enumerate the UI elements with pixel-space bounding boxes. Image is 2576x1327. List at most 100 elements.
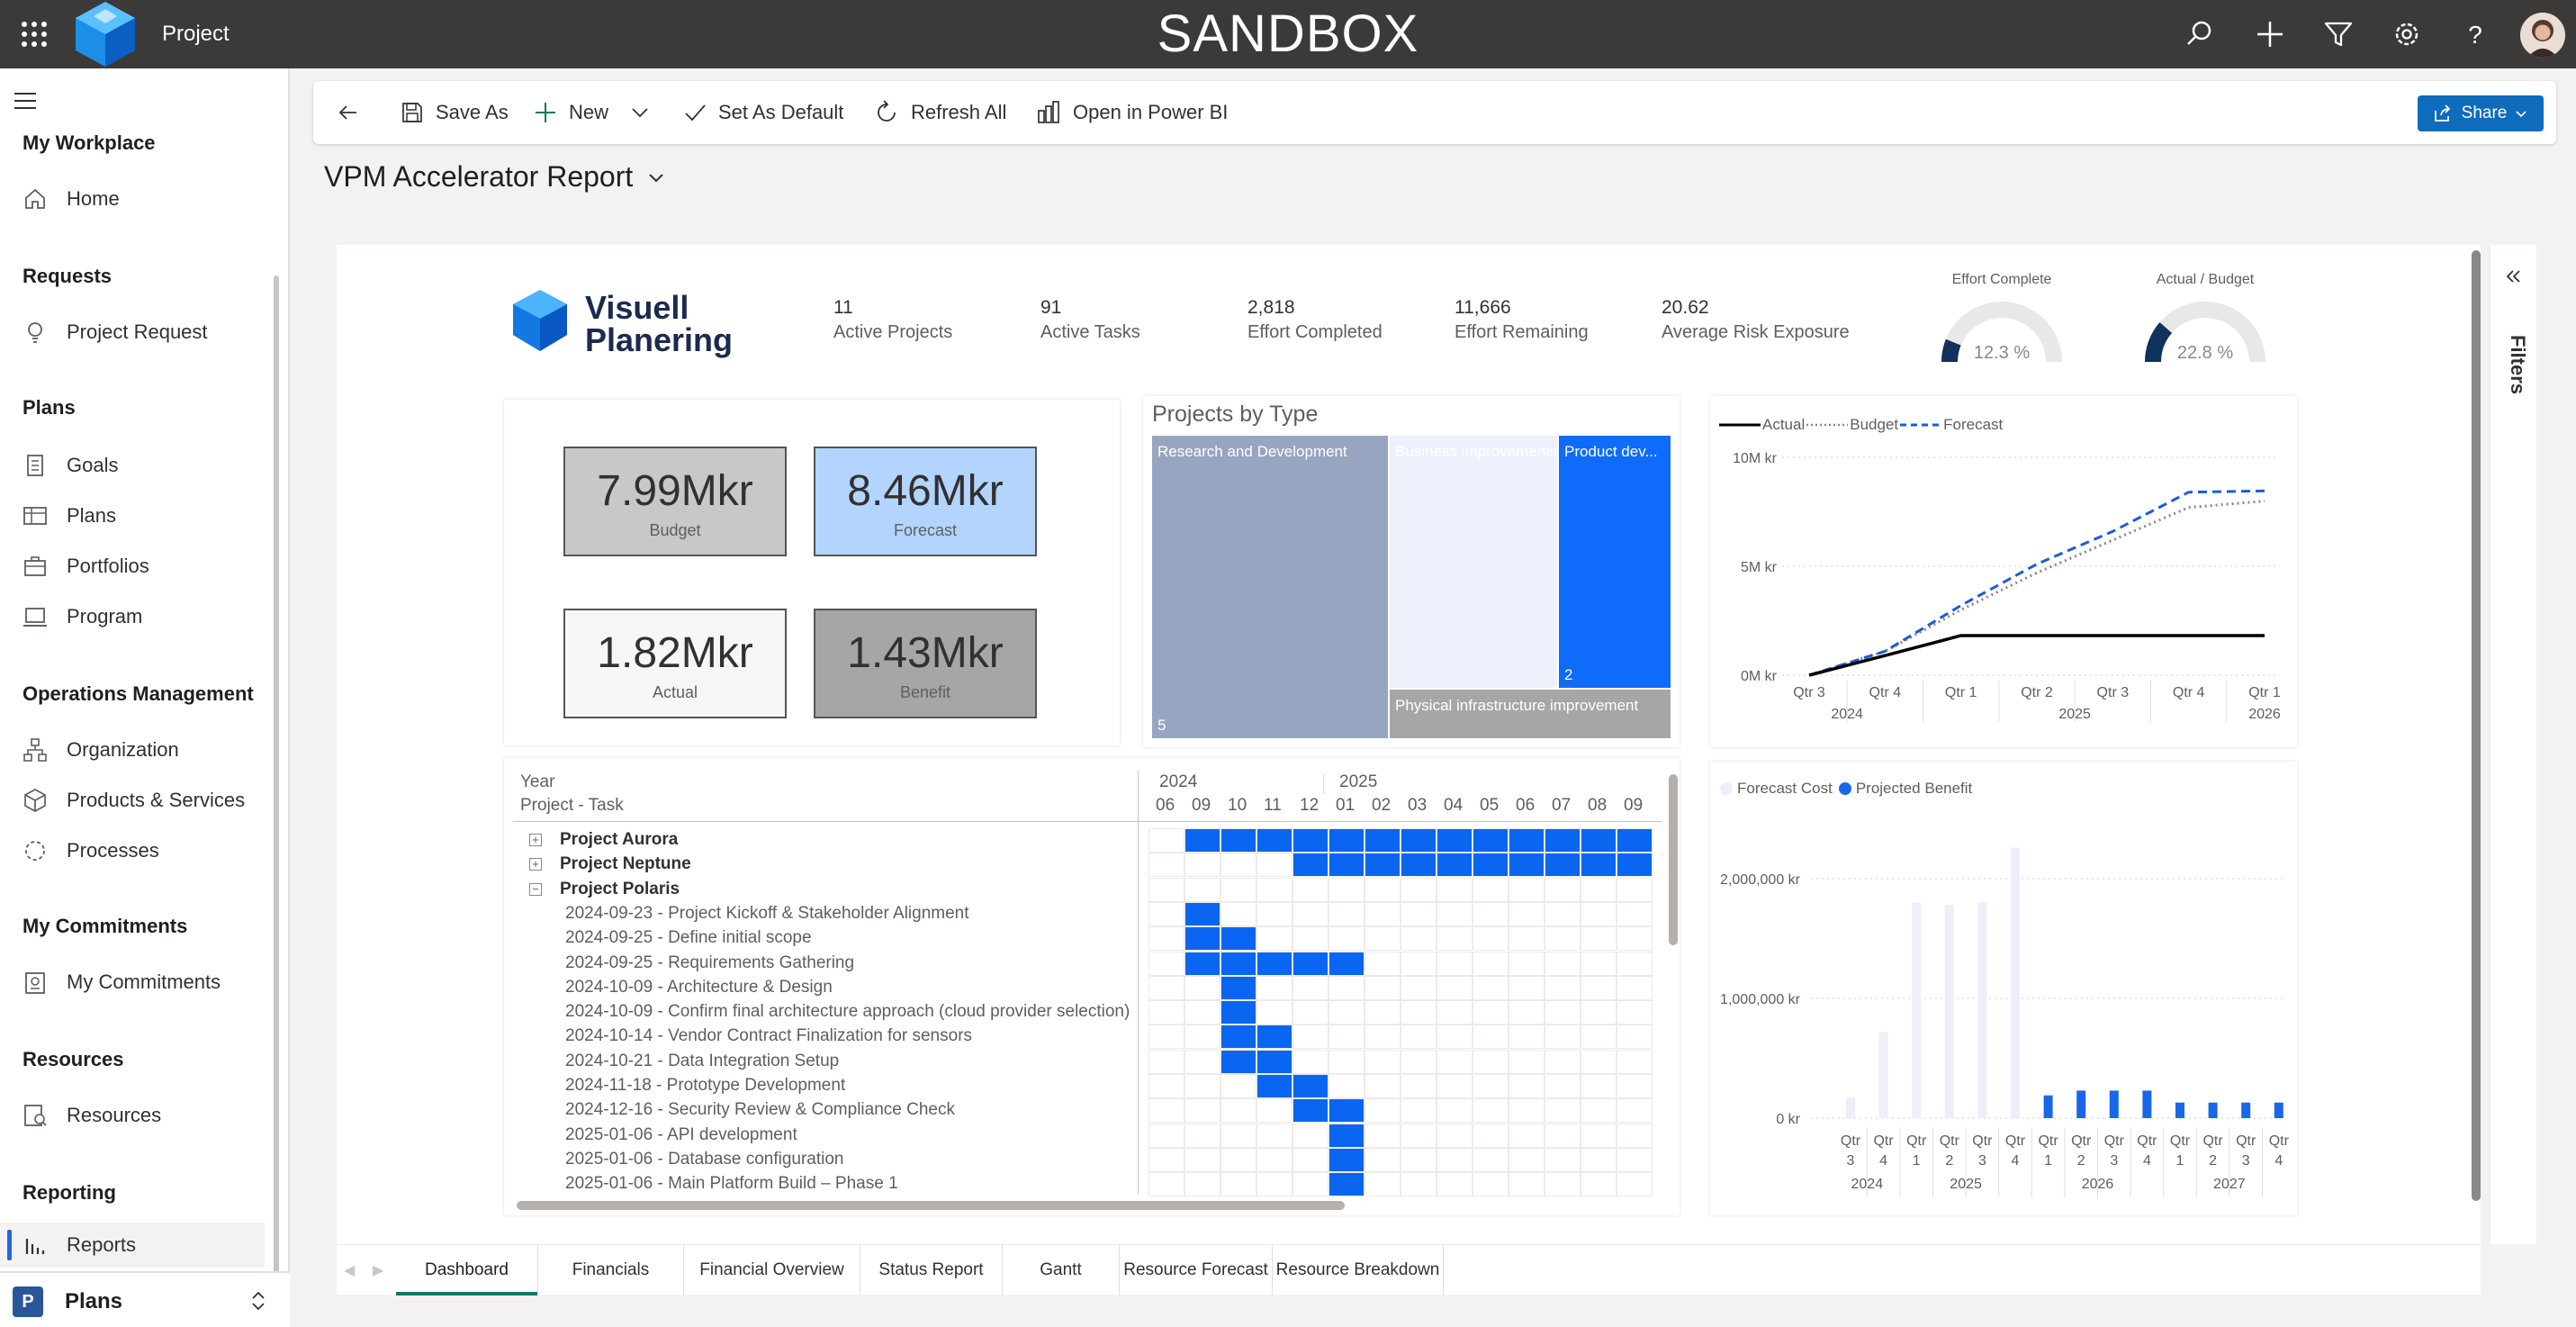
expand-icon[interactable]: + xyxy=(529,834,542,846)
gantt-vertical-scrollbar[interactable] xyxy=(1669,774,1678,945)
new-button[interactable]: New xyxy=(533,81,608,144)
collapse-double-chevron-icon[interactable] xyxy=(2501,265,2525,288)
app-title[interactable]: Project xyxy=(162,22,230,46)
benefit-card[interactable]: 1.43Mkr Benefit xyxy=(814,609,1037,718)
open-in-powerbi-button[interactable]: Open in Power BI xyxy=(1035,81,1228,144)
gantt-task-row[interactable]: 2024-09-23 - Project Kickoff & Stakehold… xyxy=(513,901,1660,926)
budget-label: Budget xyxy=(649,521,701,539)
gantt-project-row[interactable]: + Project Neptune xyxy=(513,853,1660,878)
tab-status-report[interactable]: Status Report xyxy=(860,1245,1003,1295)
gantt-bar-cell xyxy=(1545,853,1581,878)
user-avatar[interactable] xyxy=(2520,13,2565,58)
bar-chart[interactable]: 0 kr 1,000,000 kr 2,000,000 kr Qtr 3 Qtr 4 Qtr 1… xyxy=(1710,801,2297,1215)
report-title[interactable]: VPM Accelerator Report xyxy=(324,160,667,194)
filter-icon[interactable] xyxy=(2320,16,2356,52)
gantt-grid-cell xyxy=(1148,1049,1184,1074)
gantt-grid-cell xyxy=(1365,1025,1401,1050)
new-dropdown-button[interactable] xyxy=(626,81,664,144)
tab-dashboard[interactable]: Dashboard xyxy=(396,1245,538,1295)
tab-financials[interactable]: Financials xyxy=(538,1245,684,1295)
plus-icon[interactable] xyxy=(2252,16,2288,52)
gantt-grid-cell xyxy=(1437,1098,1473,1124)
settings-icon[interactable] xyxy=(2389,16,2425,52)
tab-prev-icon[interactable]: ◀ xyxy=(344,1263,356,1278)
gantt-row-label: 2025-01-06 - Database configuration xyxy=(565,1149,844,1169)
gantt-chart[interactable]: Year Project - Task 2024 2025 06 09 10 11 12 01 02… xyxy=(506,762,1678,1214)
gantt-grid-cell xyxy=(1509,1074,1545,1098)
tab-resource-forecast[interactable]: Resource Forecast xyxy=(1120,1245,1273,1295)
refresh-all-button[interactable]: Refresh All xyxy=(873,81,1006,144)
sidebar-item-program[interactable]: Program xyxy=(0,594,265,639)
collapse-icon[interactable]: − xyxy=(529,882,542,896)
gantt-task-row[interactable]: 2024-10-09 - Confirm final architecture … xyxy=(513,1000,1660,1025)
sidebar-item-my-commitments[interactable]: My Commitments xyxy=(0,960,265,1005)
gantt-task-row[interactable]: 2025-01-06 - API development xyxy=(513,1123,1660,1148)
gantt-row-label: 2024-10-14 - Vendor Contract Finalizatio… xyxy=(565,1026,973,1046)
x-year-label: 2024 xyxy=(1831,707,1863,722)
gantt-project-row[interactable]: − Project Polaris xyxy=(513,877,1660,902)
sidebar-item-home[interactable]: Home xyxy=(0,176,265,221)
goals-icon xyxy=(27,455,43,476)
expand-icon[interactable]: + xyxy=(529,858,542,871)
sidebar-item-goals[interactable]: Goals xyxy=(0,443,265,488)
sidebar-item-organization[interactable]: Organization xyxy=(0,727,265,772)
sidebar-item-products-services[interactable]: Products & Services xyxy=(0,778,265,823)
report-scrollbar[interactable] xyxy=(2472,250,2481,1201)
tab-resource-breakdown[interactable]: Resource Breakdown xyxy=(1273,1245,1444,1295)
treemap-tile-business[interactable]: Business improvements xyxy=(1390,436,1557,688)
gantt-project-row[interactable]: + Project Aurora xyxy=(513,828,1660,853)
sidebar-item-processes[interactable]: Processes xyxy=(0,828,265,873)
gantt-task-row[interactable]: 2025-01-06 - Main Platform Build – Phase… xyxy=(513,1172,1660,1197)
gantt-grid-cell xyxy=(1401,1000,1437,1025)
gantt-horizontal-scrollbar[interactable] xyxy=(517,1201,1345,1210)
sidebar-item-resources[interactable]: Resources xyxy=(0,1093,265,1138)
y-tick-label: 0M kr xyxy=(1741,669,1778,684)
search-icon[interactable] xyxy=(2182,16,2218,52)
budget-card[interactable]: 7.99Mkr Budget xyxy=(563,447,787,556)
filters-pane[interactable] xyxy=(2490,245,2536,1244)
gantt-task-row[interactable]: 2024-09-25 - Requirements Gathering xyxy=(513,951,1660,976)
gantt-bar-cell xyxy=(1184,828,1220,853)
gantt-task-row[interactable]: 2025-01-06 - Database configuration xyxy=(513,1147,1660,1172)
treemap-tile-research[interactable]: Research and Development 5 xyxy=(1152,436,1388,738)
gantt-task-row[interactable]: 2024-09-25 - Define initial scope xyxy=(513,926,1660,952)
share-button[interactable]: Share xyxy=(2418,95,2544,131)
back-button[interactable] xyxy=(335,81,373,144)
gantt-grid-cell xyxy=(1545,877,1581,902)
actual-card[interactable]: 1.82Mkr Actual xyxy=(563,609,787,718)
area-switcher[interactable]: P Plans xyxy=(0,1271,290,1327)
gantt-bar-cell xyxy=(1220,828,1256,853)
gantt-month-label: 11 xyxy=(1264,796,1282,815)
gantt-task-row[interactable]: 2024-10-09 - Architecture & Design xyxy=(513,975,1660,1000)
sidebar-item-label: Processes xyxy=(67,839,159,862)
gantt-grid-cell xyxy=(1617,1147,1653,1172)
sidebar-scrollbar[interactable] xyxy=(274,275,279,1327)
checkmark-icon xyxy=(685,104,706,122)
help-icon[interactable]: ? xyxy=(2457,16,2493,52)
sidebar-item-project-request[interactable]: Project Request xyxy=(0,310,265,355)
gantt-task-row[interactable]: 2024-12-16 - Security Review & Complianc… xyxy=(513,1098,1660,1124)
tab-next-icon[interactable]: ▶ xyxy=(373,1263,384,1278)
sidebar-item-reports[interactable]: Reports xyxy=(0,1223,265,1268)
gantt-grid-cell xyxy=(1220,1147,1256,1172)
sidebar-item-plans[interactable]: Plans xyxy=(0,493,265,538)
gantt-grid-cell xyxy=(1473,1172,1509,1197)
treemap-tile-infrastructure[interactable]: Physical infrastructure improvement xyxy=(1390,690,1671,738)
gantt-task-row[interactable]: 2024-10-14 - Vendor Contract Finalizatio… xyxy=(513,1025,1660,1050)
forecast-card[interactable]: 8.46Mkr Forecast xyxy=(814,447,1037,556)
tab-financial-overview[interactable]: Financial Overview xyxy=(684,1245,860,1295)
line-chart[interactable]: 0M kr 5M kr 10M kr Qtr 3 Qtr 4 Qtr 1 Qtr 2 Qtr … xyxy=(1710,432,2297,747)
hamburger-icon[interactable] xyxy=(13,90,40,112)
report-tabs: ◀ ▶ Dashboard Financials Financial Overvie… xyxy=(337,1244,2481,1295)
gantt-grid-cell xyxy=(1473,1049,1509,1074)
tab-gantt[interactable]: Gantt xyxy=(1003,1245,1120,1295)
sidebar-item-portfolios[interactable]: Portfolios xyxy=(0,544,265,589)
gantt-task-row[interactable]: 2024-11-18 - Prototype Development xyxy=(513,1074,1660,1098)
waffle-icon[interactable] xyxy=(20,20,49,49)
treemap-tile-product[interactable]: Product dev... 2 xyxy=(1559,436,1671,688)
save-as-button[interactable]: Save As xyxy=(400,81,509,144)
program-icon xyxy=(23,608,47,627)
gantt-task-row[interactable]: 2024-10-21 - Data Integration Setup xyxy=(513,1049,1660,1074)
set-as-default-button[interactable]: Set As Default xyxy=(682,81,843,144)
x-tick-label: 4 xyxy=(1879,1153,1887,1169)
